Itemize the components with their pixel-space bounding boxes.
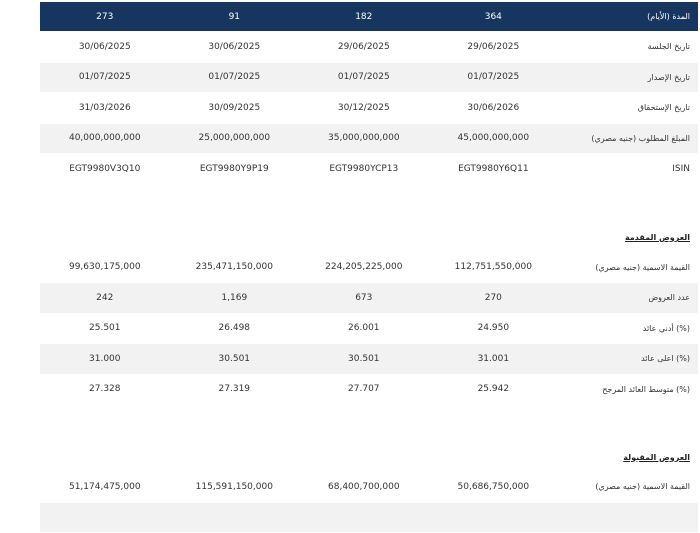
- table-row-partial: [40, 503, 698, 533]
- header-value: 91: [170, 12, 300, 22]
- row-value: EGT9980Y9P19: [170, 164, 300, 174]
- row-value: 30.501: [299, 354, 429, 364]
- row-value: 112,751,550,000: [429, 262, 559, 272]
- row-value: 235,471,150,000: [170, 262, 300, 272]
- header-value: 273: [40, 12, 170, 22]
- table-row: تاريخ الإصدار 01/07/2025 01/07/2025 01/0…: [40, 63, 698, 94]
- row-value: EGT9980Y6Q11: [429, 164, 559, 174]
- row-value: EGT9980YCP13: [299, 164, 429, 174]
- treasury-auction-table: المدة (الأيام) 364 182 91 273 تاريخ الجل…: [40, 2, 698, 533]
- table-row: ISIN EGT9980Y6Q11 EGT9980YCP13 EGT9980Y9…: [40, 154, 698, 185]
- table-row: أدني عائد (%) 24.950 26.001 26.498 25.50…: [40, 314, 698, 345]
- table-row: تاريخ الجلسة 29/06/2025 29/06/2025 30/06…: [40, 32, 698, 63]
- row-value: 31/03/2026: [40, 103, 170, 113]
- row-value: 242: [40, 293, 170, 303]
- row-label: تاريخ الإصدار: [558, 73, 698, 82]
- row-value: 673: [299, 293, 429, 303]
- row-value: 01/07/2025: [40, 72, 170, 82]
- row-value: 1,169: [170, 293, 300, 303]
- row-label: تاريخ الجلسة: [558, 42, 698, 51]
- section-spacer: [40, 405, 698, 442]
- table-row: متوسط العائد المرجح (%) 25.942 27.707 27…: [40, 375, 698, 406]
- row-label: أدني عائد (%): [558, 324, 698, 333]
- row-value: 30/06/2025: [170, 42, 300, 52]
- table-row: القيمة الاسمية (جنيه مصري) 50,686,750,00…: [40, 472, 698, 503]
- row-value: 26.498: [170, 323, 300, 333]
- header-value: 364: [429, 12, 559, 22]
- row-value: 50,686,750,000: [429, 482, 559, 492]
- row-value: 27.319: [170, 384, 300, 394]
- row-value: 115,591,150,000: [170, 482, 300, 492]
- row-value: 01/07/2025: [170, 72, 300, 82]
- row-value: 25.501: [40, 323, 170, 333]
- row-value: 30/06/2026: [429, 103, 559, 113]
- row-label: تاريخ الإستحقاق: [558, 103, 698, 112]
- section-title-offers-accepted: العروض المقبولة: [40, 442, 698, 472]
- row-value: 68,400,700,000: [299, 482, 429, 492]
- row-value: 30/06/2025: [40, 42, 170, 52]
- section-spacer: [40, 185, 698, 223]
- row-value: 45,000,000,000: [429, 133, 559, 143]
- row-value: 24.950: [429, 323, 559, 333]
- row-label: اعلى عائد (%): [558, 354, 698, 363]
- row-value: 40,000,000,000: [40, 133, 170, 143]
- row-label: ISIN: [558, 164, 698, 174]
- table-row: اعلى عائد (%) 31.001 30.501 30.501 31.00…: [40, 344, 698, 375]
- row-label: متوسط العائد المرجح (%): [558, 385, 698, 394]
- table-row: المبلغ المطلوب (جنيه مصري) 45,000,000,00…: [40, 124, 698, 155]
- row-label: القيمة الاسمية (جنيه مصري): [558, 482, 698, 491]
- row-value: 31.001: [429, 354, 559, 364]
- row-label: المبلغ المطلوب (جنيه مصري): [558, 134, 698, 143]
- row-value: 27.328: [40, 384, 170, 394]
- row-value: 25,000,000,000: [170, 133, 300, 143]
- row-value: 31.000: [40, 354, 170, 364]
- table-row: تاريخ الإستحقاق 30/06/2026 30/12/2025 30…: [40, 93, 698, 124]
- header-label: المدة (الأيام): [558, 12, 698, 21]
- row-value: 30/12/2025: [299, 103, 429, 113]
- row-value: 51,174,475,000: [40, 482, 170, 492]
- row-value: EGT9980V3Q10: [40, 164, 170, 174]
- section-title-offers-submitted: العروض المقدمة: [40, 223, 698, 253]
- row-value: 27.707: [299, 384, 429, 394]
- row-value: 29/06/2025: [429, 42, 559, 52]
- row-value: 26.001: [299, 323, 429, 333]
- table-header-row: المدة (الأيام) 364 182 91 273: [40, 2, 698, 32]
- row-value: 270: [429, 293, 559, 303]
- row-label: القيمة الاسمية (جنيه مصري): [558, 263, 698, 272]
- row-value: 29/06/2025: [299, 42, 429, 52]
- row-value: 01/07/2025: [429, 72, 559, 82]
- row-label: عدد العروض: [558, 293, 698, 302]
- row-value: 99,630,175,000: [40, 262, 170, 272]
- table-row: عدد العروض 270 673 1,169 242: [40, 283, 698, 314]
- header-value: 182: [299, 12, 429, 22]
- row-value: 01/07/2025: [299, 72, 429, 82]
- row-value: 25.942: [429, 384, 559, 394]
- row-value: 30.501: [170, 354, 300, 364]
- table-row: القيمة الاسمية (جنيه مصري) 112,751,550,0…: [40, 253, 698, 284]
- row-value: 35,000,000,000: [299, 133, 429, 143]
- row-value: 224,205,225,000: [299, 262, 429, 272]
- row-value: 30/09/2025: [170, 103, 300, 113]
